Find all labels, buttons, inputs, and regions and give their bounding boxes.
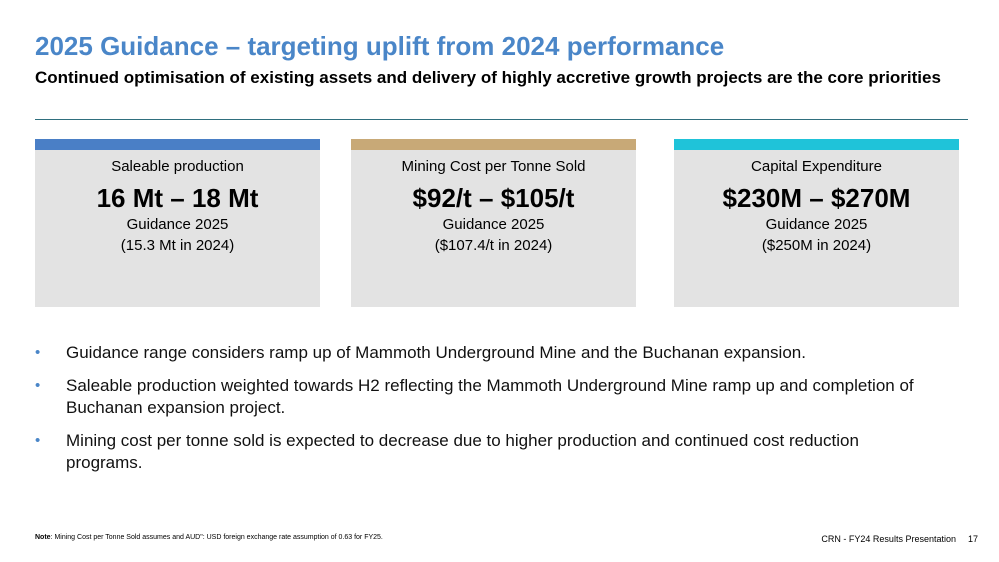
card-accent-bar (674, 139, 959, 150)
card-label: Saleable production (111, 158, 244, 175)
page-title: 2025 Guidance – targeting uplift from 20… (35, 31, 725, 61)
card-previous: ($107.4/t in 2024) (434, 237, 553, 254)
card-value: $230M – $270M (722, 183, 911, 213)
card-mining-cost: Mining Cost per Tonne Sold $92/t – $105/… (351, 139, 636, 307)
footnote: Note: Mining Cost per Tonne Sold assumes… (35, 534, 383, 541)
bullet-item: • Mining cost per tonne sold is expected … (35, 430, 935, 474)
presentation-name: CRN - FY24 Results Presentation (821, 534, 956, 544)
card-capital-expenditure: Capital Expenditure $230M – $270M Guidan… (674, 139, 959, 307)
bullet-text: Mining cost per tonne sold is expected t… (66, 431, 859, 472)
bullet-item: • Guidance range considers ramp up of Mam… (35, 342, 935, 364)
card-guidance: Guidance 2025 (765, 216, 868, 233)
bullet-list: • Guidance range considers ramp up of Mam… (35, 342, 935, 485)
card-accent-bar (351, 139, 636, 150)
bullet-marker-icon: • (35, 344, 41, 361)
card-value: 16 Mt – 18 Mt (96, 183, 259, 213)
card-label: Mining Cost per Tonne Sold (401, 158, 586, 175)
page-number: 17 (967, 534, 978, 544)
card-guidance: Guidance 2025 (126, 216, 229, 233)
bullet-text: Saleable production weighted towards H2 … (66, 376, 914, 417)
bullet-item: • Saleable production weighted towards H2… (35, 375, 935, 419)
header-divider (35, 119, 968, 120)
page-subtitle: Continued optimisation of existing asset… (35, 68, 941, 87)
footnote-text: : Mining Cost per Tonne Sold assumes and… (50, 534, 383, 541)
card-value: $92/t – $105/t (412, 183, 575, 213)
footer: CRN - FY24 Results Presentation 17 (821, 534, 978, 544)
card-previous: ($250M in 2024) (761, 237, 872, 254)
card-label: Capital Expenditure (751, 158, 882, 175)
bullet-marker-icon: • (35, 432, 41, 449)
card-guidance: Guidance 2025 (442, 216, 545, 233)
bullet-marker-icon: • (35, 377, 41, 394)
card-saleable-production: Saleable production 16 Mt – 18 Mt Guidan… (35, 139, 320, 307)
card-accent-bar (35, 139, 320, 150)
card-previous: (15.3 Mt in 2024) (120, 237, 235, 254)
bullet-text: Guidance range considers ramp up of Mamm… (66, 343, 806, 362)
footnote-label: Note (35, 534, 51, 541)
